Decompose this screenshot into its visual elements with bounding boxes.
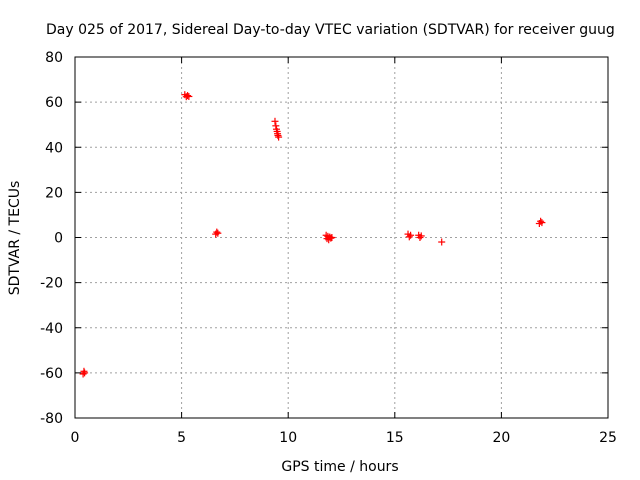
x-tick-label: 25 — [599, 430, 617, 446]
data-point — [328, 234, 336, 241]
y-axis-label: SDTVAR / TECUs — [7, 181, 23, 296]
data-point — [185, 92, 193, 100]
y-tick-label: -20 — [40, 276, 63, 292]
y-tick-label: 60 — [45, 95, 63, 111]
data-point — [322, 231, 330, 239]
data-point — [213, 228, 221, 236]
data-point — [184, 92, 192, 100]
data-point — [214, 229, 222, 237]
data-point — [81, 369, 89, 377]
data-point — [271, 117, 279, 125]
y-tick-label: 0 — [54, 231, 63, 247]
data-point — [327, 234, 335, 242]
data-points — [79, 91, 546, 378]
axis-ticks: 0 5 10 15 20 25 -80 -60 -40 -20 0 20 40 60 80 — [40, 50, 617, 446]
data-point — [275, 133, 283, 141]
x-tick-label: 5 — [177, 430, 186, 446]
x-tick-label: 15 — [386, 430, 404, 446]
chart-title: Day 025 of 2017, Sidereal Day-to-day VTE… — [46, 22, 615, 38]
x-tick-label: 10 — [279, 430, 297, 446]
data-point — [272, 122, 280, 130]
data-point — [80, 367, 88, 375]
data-point — [407, 231, 415, 239]
y-tick-label: -80 — [40, 411, 63, 427]
y-tick-label: -60 — [40, 366, 63, 382]
y-tick-label: 20 — [45, 185, 63, 201]
data-point — [537, 217, 545, 225]
data-point — [416, 234, 424, 241]
x-tick-label: 0 — [71, 430, 80, 446]
data-point — [438, 238, 446, 246]
x-tick-label: 20 — [492, 430, 510, 446]
y-tick-label: 80 — [45, 50, 63, 66]
y-tick-label: -40 — [40, 321, 63, 337]
y-tick-label: 40 — [45, 140, 63, 156]
x-axis-label: GPS time / hours — [281, 459, 398, 475]
data-point — [274, 132, 282, 140]
data-point — [417, 232, 425, 240]
grid — [75, 57, 608, 418]
data-point — [538, 219, 546, 227]
data-point — [405, 233, 413, 241]
